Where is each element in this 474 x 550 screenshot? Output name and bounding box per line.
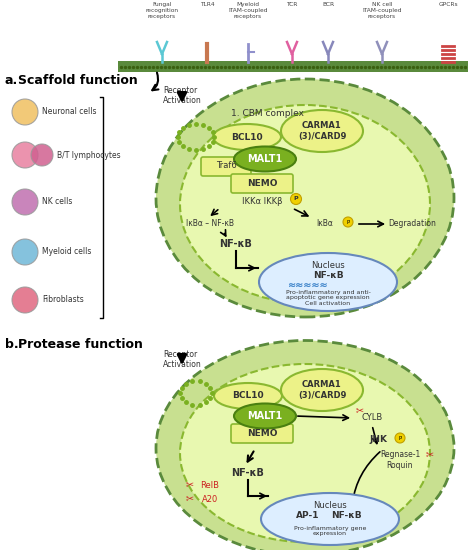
Text: ≈≈≈≈≈: ≈≈≈≈≈ <box>288 280 328 290</box>
Text: ✂: ✂ <box>186 493 194 503</box>
Ellipse shape <box>281 110 363 152</box>
FancyBboxPatch shape <box>201 157 251 176</box>
Text: Fungal
recognition
receptors: Fungal recognition receptors <box>146 2 179 19</box>
Text: RelB: RelB <box>201 481 219 491</box>
Text: b.: b. <box>5 338 18 351</box>
Text: MALT1: MALT1 <box>247 411 283 421</box>
Text: TLR4: TLR4 <box>200 2 214 7</box>
Ellipse shape <box>180 364 430 542</box>
Text: Nucleus: Nucleus <box>311 261 345 270</box>
Text: Myeloid
ITAM-coupled
receptors: Myeloid ITAM-coupled receptors <box>228 2 268 19</box>
Text: Regnase-1
Roquin: Regnase-1 Roquin <box>380 450 420 470</box>
Text: Scaffold function: Scaffold function <box>18 74 138 87</box>
Circle shape <box>12 142 38 168</box>
Circle shape <box>12 99 38 125</box>
Text: Degradation: Degradation <box>388 219 436 228</box>
Text: Myeloid cells: Myeloid cells <box>42 248 91 256</box>
Text: NF-κB: NF-κB <box>331 510 361 520</box>
Text: CYLB: CYLB <box>361 414 383 422</box>
Text: Pro-inflammatory gene
expression: Pro-inflammatory gene expression <box>294 526 366 536</box>
Text: ≈≈≈≈≈: ≈≈≈≈≈ <box>288 280 328 290</box>
Ellipse shape <box>234 404 296 428</box>
Text: MALT1: MALT1 <box>247 154 283 164</box>
Text: ✂: ✂ <box>356 405 364 415</box>
Text: a.: a. <box>5 74 18 87</box>
Text: IκBα – NF-κB: IκBα – NF-κB <box>186 219 234 228</box>
Circle shape <box>343 217 353 227</box>
Text: CARMA1
(3)/CARD9: CARMA1 (3)/CARD9 <box>298 380 346 400</box>
Text: Nucleus: Nucleus <box>313 500 347 509</box>
Text: Pro-inflammatory and anti-
apoptotic gene expression
Cell activation: Pro-inflammatory and anti- apoptotic gen… <box>285 290 371 306</box>
Ellipse shape <box>259 253 397 311</box>
Ellipse shape <box>281 369 363 411</box>
Text: BCL10: BCL10 <box>231 133 263 141</box>
FancyBboxPatch shape <box>231 424 293 443</box>
Text: ✂: ✂ <box>426 449 434 459</box>
Text: Fibroblasts: Fibroblasts <box>42 295 84 305</box>
Text: TCR: TCR <box>286 2 298 7</box>
Circle shape <box>12 287 38 313</box>
Text: ✂: ✂ <box>186 479 194 489</box>
Text: Receptor
Activation: Receptor Activation <box>163 350 202 370</box>
Circle shape <box>31 144 53 166</box>
Text: Receptor
Activation: Receptor Activation <box>163 86 202 106</box>
Ellipse shape <box>180 105 430 303</box>
Text: GPCRs: GPCRs <box>438 2 458 7</box>
Ellipse shape <box>213 124 281 150</box>
Text: Neuronal cells: Neuronal cells <box>42 107 97 117</box>
Ellipse shape <box>156 340 454 550</box>
Text: JNK: JNK <box>369 436 387 444</box>
Text: NEMO: NEMO <box>247 428 277 437</box>
Ellipse shape <box>156 79 454 317</box>
Text: NEMO: NEMO <box>247 179 277 188</box>
Text: IκBα: IκBα <box>317 219 333 228</box>
Text: BCR: BCR <box>322 2 334 7</box>
Ellipse shape <box>214 383 282 409</box>
Text: NK cell
ITAM-coupled
receptors: NK cell ITAM-coupled receptors <box>362 2 402 19</box>
Text: NF-κB: NF-κB <box>313 271 343 279</box>
Text: Protease function: Protease function <box>18 338 143 351</box>
Circle shape <box>12 239 38 265</box>
Circle shape <box>12 189 38 215</box>
Text: Traf6: Traf6 <box>216 162 237 170</box>
FancyBboxPatch shape <box>231 174 293 193</box>
Ellipse shape <box>234 146 296 172</box>
Text: BCL10: BCL10 <box>232 392 264 400</box>
Text: A20: A20 <box>202 496 218 504</box>
Ellipse shape <box>261 493 399 545</box>
Text: NK cells: NK cells <box>42 197 73 206</box>
Circle shape <box>395 433 405 443</box>
Text: AP-1: AP-1 <box>296 510 320 520</box>
Text: 1. CBM complex: 1. CBM complex <box>231 108 304 118</box>
Text: IKKα IKKβ: IKKα IKKβ <box>242 196 282 206</box>
Text: P: P <box>294 196 298 201</box>
Text: P: P <box>398 436 401 441</box>
Text: CARMA1
(3)/CARD9: CARMA1 (3)/CARD9 <box>298 122 346 141</box>
Circle shape <box>291 194 301 205</box>
Text: P: P <box>346 219 350 224</box>
Text: NF-κB: NF-κB <box>232 468 264 478</box>
Text: NF-κB: NF-κB <box>219 239 253 249</box>
Bar <box>118 61 468 72</box>
Text: B/T lymphocytes: B/T lymphocytes <box>57 151 120 160</box>
